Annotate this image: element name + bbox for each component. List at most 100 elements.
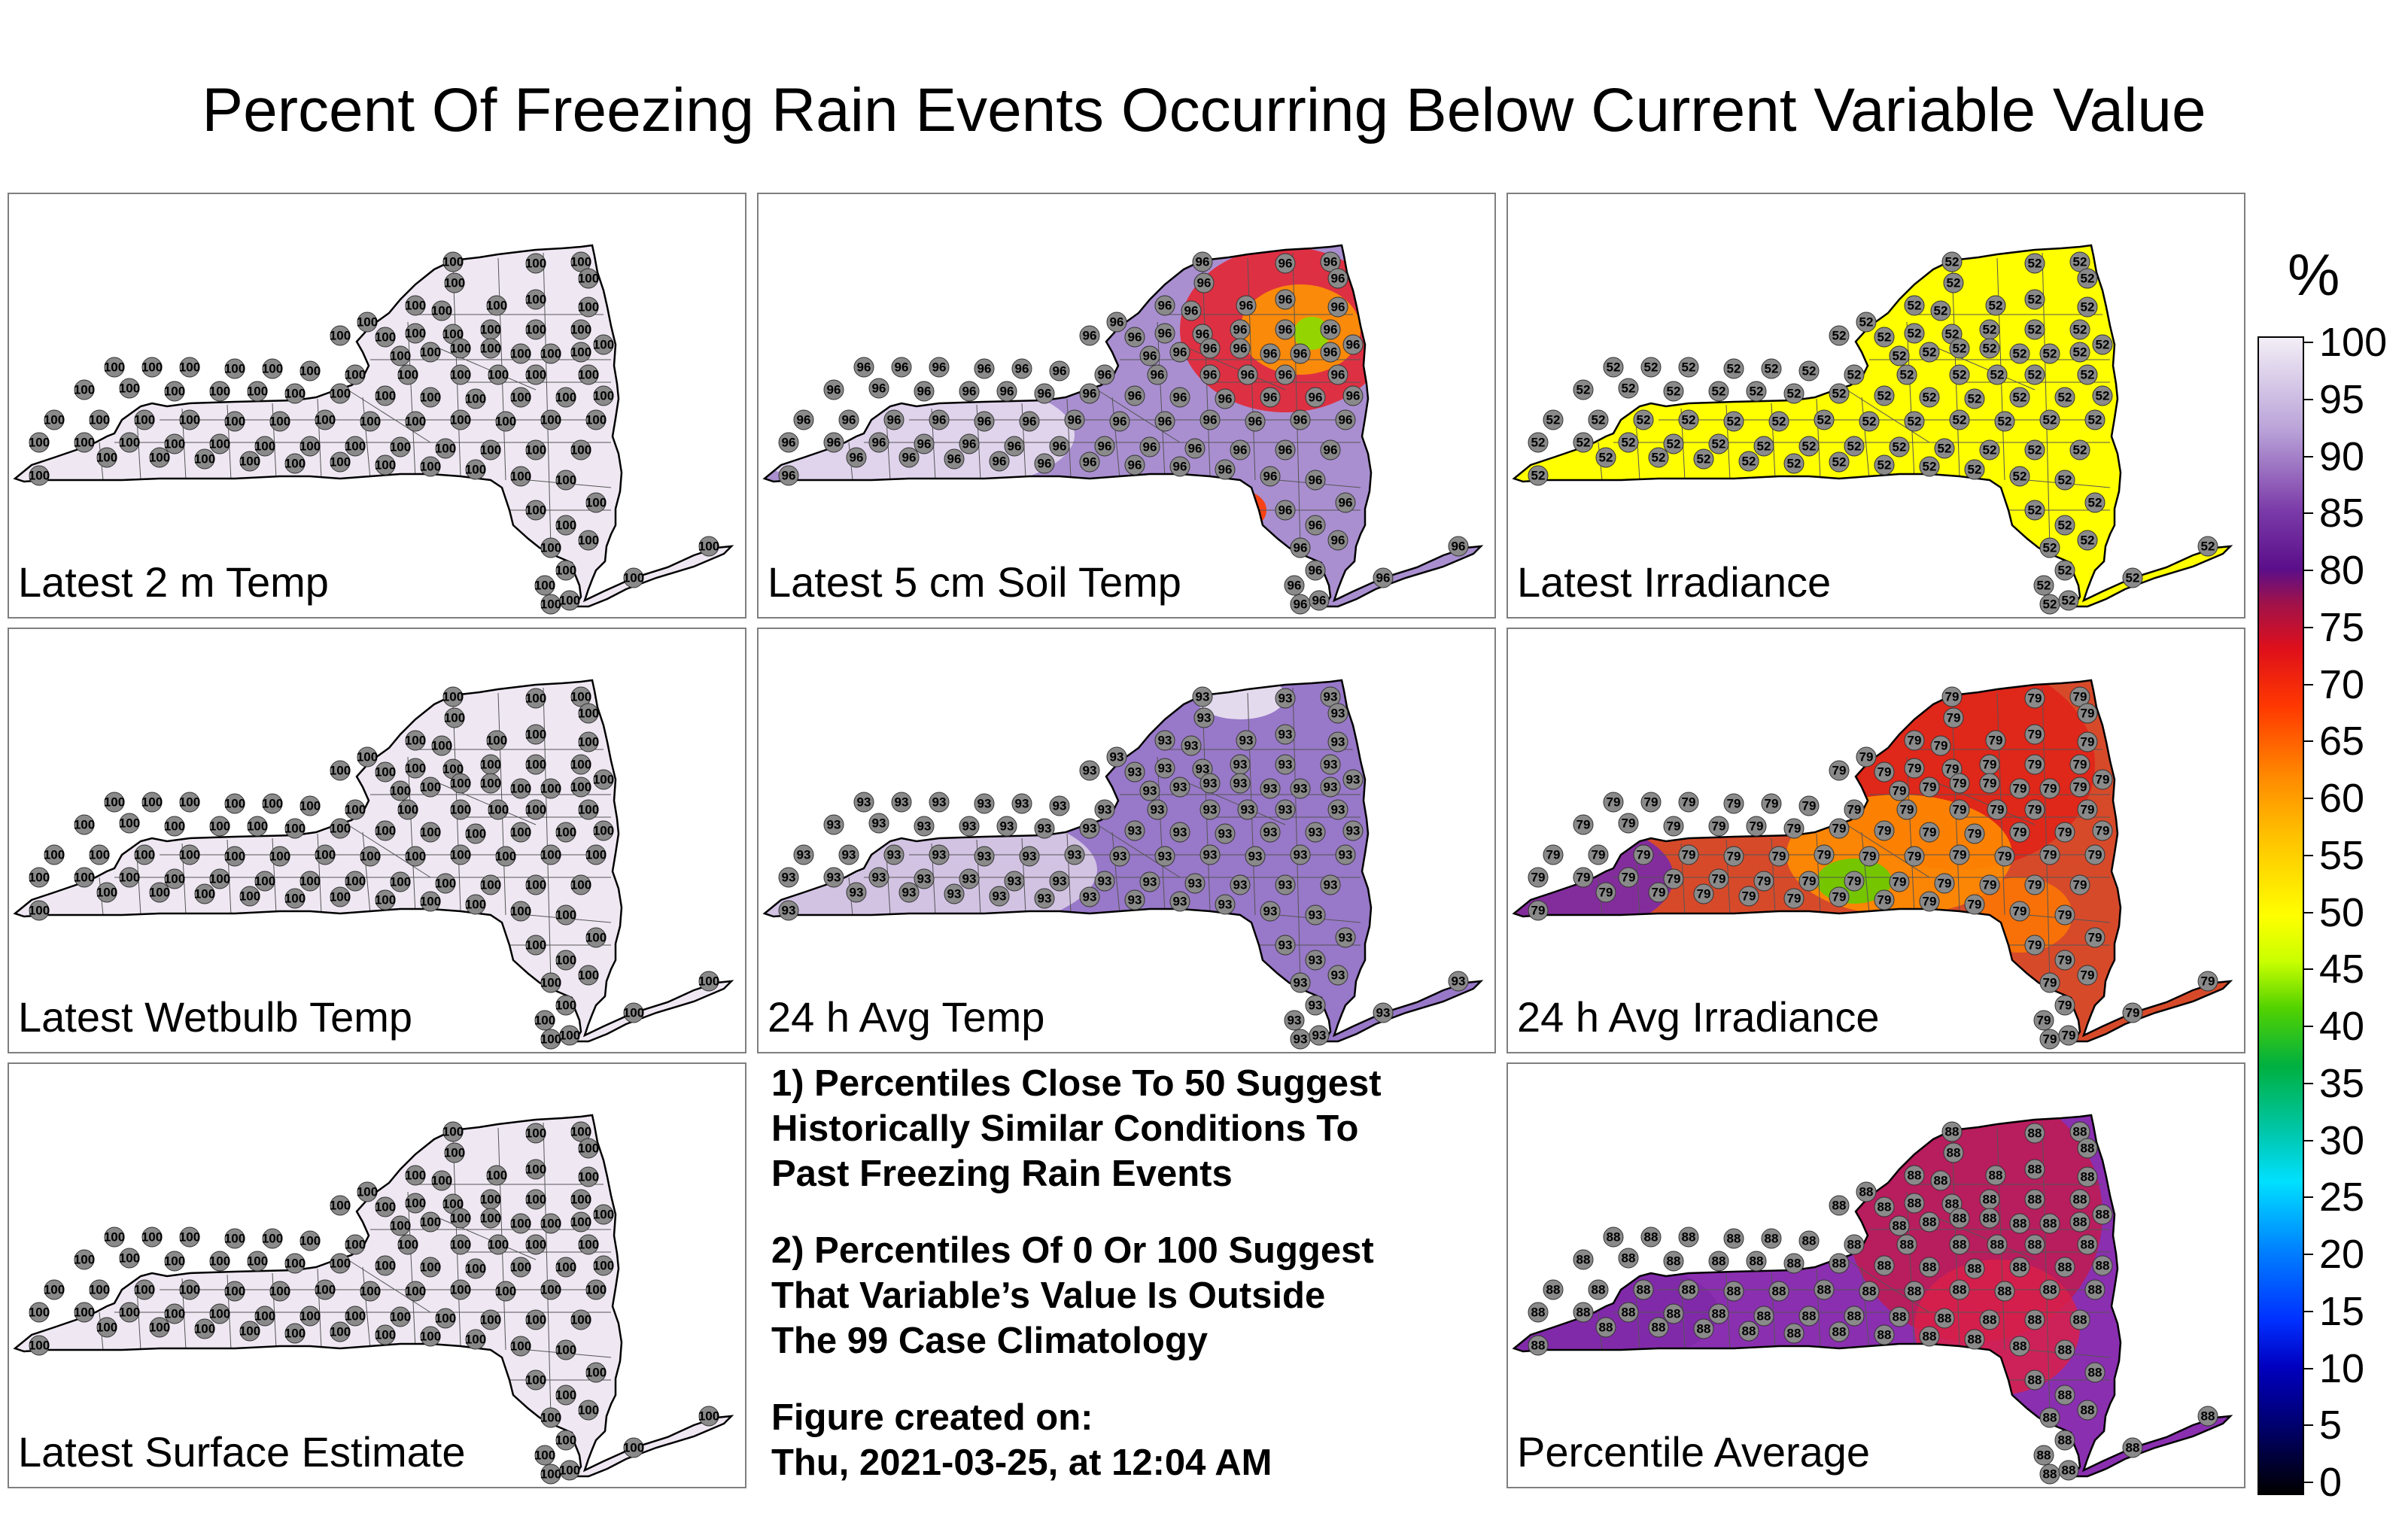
station-value: 88 [1622, 1251, 1636, 1266]
station-marker [2077, 1400, 2098, 1421]
station-value: 100 [149, 451, 170, 465]
station-marker [2054, 1339, 2075, 1360]
station-marker [239, 1321, 260, 1342]
station-value: 100 [525, 323, 546, 337]
station-value: 79 [2028, 938, 2042, 953]
station-marker [239, 886, 260, 907]
station-value: 100 [345, 874, 366, 889]
station-marker [1342, 385, 1364, 406]
colorbar-tick-label: 15 [2319, 1288, 2365, 1334]
station-marker [996, 816, 1017, 837]
station-marker [593, 1204, 614, 1225]
station-value: 52 [1712, 437, 1726, 451]
station-value: 100 [284, 1257, 306, 1271]
station-value: 100 [405, 1284, 426, 1299]
station-value: 100 [480, 777, 501, 791]
station-marker [1237, 364, 1258, 385]
station-marker [2197, 536, 2218, 557]
station-marker [2058, 1025, 2079, 1046]
station-value: 100 [209, 437, 230, 451]
station-value: 93 [1008, 874, 1022, 889]
station-marker [1941, 251, 1963, 272]
station-marker [119, 378, 140, 399]
station-value: 100 [89, 1283, 110, 1297]
station-marker [360, 1281, 381, 1302]
station-marker [534, 1010, 555, 1031]
station-marker [1856, 746, 1877, 768]
station-marker [360, 411, 381, 432]
station-value: 100 [420, 780, 441, 795]
station-value: 79 [1938, 877, 1952, 891]
colorbar-tick-mark [2303, 683, 2313, 685]
station-value: 100 [578, 735, 599, 749]
station-value: 96 [1278, 503, 1293, 518]
county-line [347, 1259, 431, 1313]
station-marker [1618, 432, 1639, 453]
colorbar-tick-mark [2303, 1196, 2313, 1199]
station-marker [1633, 1279, 1654, 1300]
station-marker [1154, 323, 1175, 344]
station-marker [420, 1257, 441, 1278]
station-marker [778, 465, 799, 486]
station-value: 100 [330, 1199, 351, 1213]
station-value: 88 [1607, 1230, 1621, 1245]
station-value: 100 [525, 368, 546, 382]
station-value: 52 [1877, 458, 1892, 473]
station-value: 100 [465, 1333, 486, 1347]
station-marker [883, 409, 905, 430]
colorbar-tick-mark [2303, 854, 2313, 856]
station-marker [1964, 823, 1985, 844]
county-line [1096, 389, 1181, 443]
station-marker [593, 820, 614, 841]
station-marker [1169, 456, 1190, 477]
station-value: 100 [534, 1448, 555, 1463]
station-value: 79 [1900, 803, 1914, 817]
station-marker [1320, 319, 1341, 340]
station-value: 100 [375, 893, 396, 907]
station-value: 100 [431, 1174, 452, 1188]
station-marker [1603, 792, 1624, 813]
station-marker [1856, 312, 1877, 333]
station-value: 100 [442, 255, 464, 269]
station-value: 100 [119, 381, 140, 396]
station-value: 96 [993, 454, 1007, 469]
station-value: 96 [895, 360, 909, 375]
station-value: 96 [1309, 564, 1323, 578]
station-marker [1979, 338, 2000, 359]
station-marker [1139, 345, 1160, 366]
station-value: 88 [2058, 1388, 2072, 1403]
station-value: 100 [698, 1409, 719, 1424]
station-marker [450, 844, 471, 865]
station-value: 100 [465, 898, 486, 912]
station-value: 100 [194, 452, 215, 467]
station-value: 79 [1802, 799, 1817, 813]
station-value: 88 [1983, 1211, 1997, 1226]
station-value: 52 [2028, 503, 2042, 518]
station-marker [44, 409, 65, 430]
station-marker [793, 409, 814, 430]
station-marker [1275, 319, 1296, 340]
station-value: 52 [1953, 368, 1967, 382]
station-marker [194, 448, 215, 470]
station-value: 79 [1923, 895, 1937, 909]
station-value: 79 [1637, 848, 1651, 862]
station-marker [1949, 1279, 1970, 1300]
station-value: 88 [1989, 1169, 2003, 1183]
county-line [1861, 397, 1870, 479]
station-marker [442, 251, 464, 272]
station-marker [1184, 873, 1206, 894]
station-marker [1708, 1251, 1729, 1272]
station-marker [1949, 799, 1970, 820]
station-marker [284, 818, 306, 839]
station-marker [405, 323, 426, 344]
station-value: 100 [375, 1200, 396, 1214]
station-marker [1595, 1317, 1616, 1338]
station-marker [1064, 409, 1085, 430]
station-value: 96 [1196, 327, 1210, 342]
station-marker [375, 761, 396, 783]
station-value: 100 [209, 1307, 230, 1321]
station-value: 79 [2043, 848, 2057, 862]
station-value: 100 [420, 1330, 441, 1344]
colorbar-tick-label: 100 [2319, 320, 2388, 365]
panel-label: Latest Surface Estimate [18, 1428, 466, 1476]
